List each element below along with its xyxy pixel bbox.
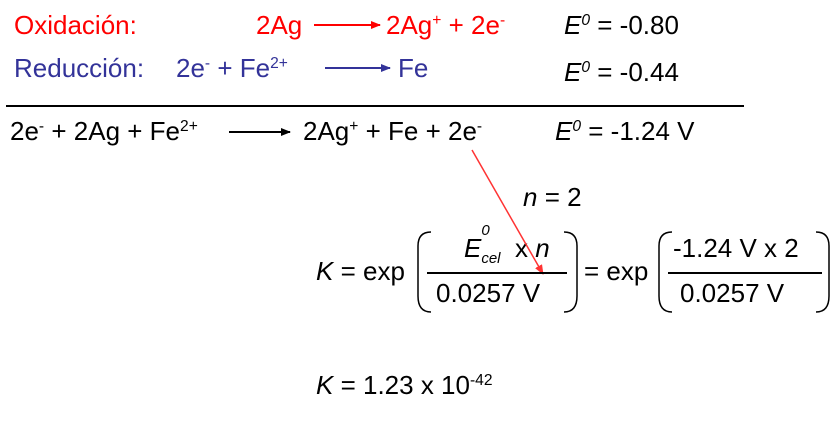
fraction-2-denominator: 0.0257 V [680,278,785,308]
k-equation-lhs: K = exp [316,258,405,284]
oxidation-e-value: = -0.80 [597,10,679,40]
fraction-2-right-bracket [815,231,830,313]
overall-e-sup: 0 [572,118,582,136]
num1-e: E [464,233,482,263]
k-exp-1: = exp [340,256,405,286]
oxidation-product-ag: 2Ag [386,10,433,40]
oxidation-e-sup: 0 [581,12,591,30]
overall-potential: E0 = -1.24 V [555,118,695,144]
reduction-e-sup: 0 [581,59,591,77]
reduction-fe-charge: 2+ [270,55,288,73]
k-exp-2: = exp [584,256,649,286]
overall-lhs-electrons: 2e [10,116,39,146]
overall-lhs-e-charge: - [38,118,45,136]
reduction-e-value: = -0.44 [597,57,679,87]
reduction-fe: + Fe [217,53,271,83]
overall-e-symbol: E [555,116,573,146]
k-result-exponent: -42 [469,372,493,390]
overall-lhs-rest: + 2Ag + Fe [51,116,181,146]
k-result: K = 1.23 x 10-42 [316,372,493,398]
reduction-electrons: 2e [176,53,205,83]
reduction-electron-charge: - [204,55,211,73]
n-symbol: n [523,182,538,212]
k-symbol: K [316,256,334,286]
num1-sub: cel [481,250,501,267]
overall-rhs-rest: + Fe + 2e [365,116,477,146]
n-value: = 2 [544,182,582,212]
reduction-potential: E0 = -0.44 [564,59,679,85]
oxidation-potential: E0 = -0.80 [564,12,679,38]
reduction-product: Fe [398,53,429,83]
oxidation-electrons: + 2e [448,10,500,40]
fraction-2-left-bracket [658,231,673,313]
k-result-symbol: K [316,370,334,400]
electron-pointer [471,149,544,275]
fraction-2-numerator: -1.24 V x 2 [673,233,799,263]
reduction-e-symbol: E [564,57,582,87]
oxidation-reactant: 2Ag [256,10,303,40]
overall-lhs-fe-charge: 2+ [180,118,198,136]
oxidation-electron-charge: - [499,12,506,30]
overall-rhs: 2Ag+ + Fe + 2e- [303,118,482,144]
num1-sup: 0 [481,222,490,239]
oxidation-label: Oxidación: [14,10,137,40]
overall-rhs-ag-charge: + [349,118,359,136]
overall-lhs: 2e- + 2Ag + Fe2+ [10,118,198,144]
overall-rhs-e-charge: - [476,118,483,136]
overall-rhs-ag: 2Ag [303,116,350,146]
fraction-1-denominator: 0.0257 V [436,278,541,308]
fraction-1-right-bracket [563,231,578,313]
reduction-label: Reducción: [14,53,145,83]
fraction-1-left-bracket [417,231,432,313]
num1-n: n [535,233,550,263]
oxidation-products: 2Ag+ + 2e- [386,12,505,38]
n-line: n = 2 [523,184,582,210]
oxidation-e-symbol: E [564,10,582,40]
overall-e-value: = -1.24 V [588,116,695,146]
k-result-text: = 1.23 x 10 [340,370,470,400]
reduction-reactants: 2e- + Fe2+ [176,55,288,81]
oxidation-product-charge: + [432,12,442,30]
